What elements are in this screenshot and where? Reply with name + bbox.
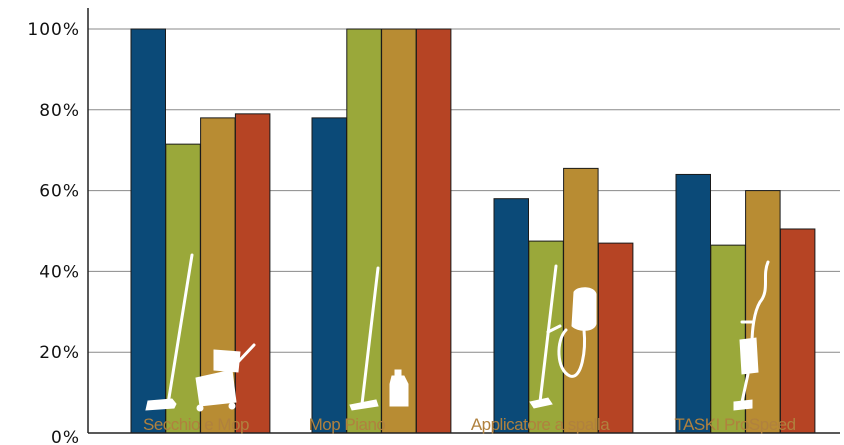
category-label: TASKI ProSpeed [674,415,795,434]
category-label: Secchio e Mop [143,415,249,434]
bar [493,198,529,434]
y-tick-label: 20% [39,343,80,363]
bucket-and-mop-icon [145,253,256,412]
bar [311,117,347,434]
bar [234,113,271,434]
y-tick-label: 60% [39,182,80,202]
bar [130,28,166,434]
bar [675,173,711,434]
category-labels: Secchio e Mop Mop Piano Applicatore a spal… [143,415,796,434]
category-label: Mop Piano [309,415,386,434]
bar [745,190,781,434]
category-label: Applicatore a spalla [471,415,610,434]
y-tick-label: 100% [27,20,80,40]
bar [779,228,816,434]
bar [346,28,382,434]
taski-prospeed-icon [733,260,770,411]
y-tick-label: 80% [39,101,80,121]
flat-mop-icon [349,266,409,411]
bar [597,242,634,434]
bar [381,28,417,434]
bar [415,28,452,434]
y-tick-label: 40% [39,262,80,282]
y-axis-tick-labels: 0% 20% 40% 60% 80% 100% [27,20,80,445]
shoulder-applicator-icon [529,264,597,409]
y-tick-label: 0% [51,428,80,445]
bars [130,28,816,434]
